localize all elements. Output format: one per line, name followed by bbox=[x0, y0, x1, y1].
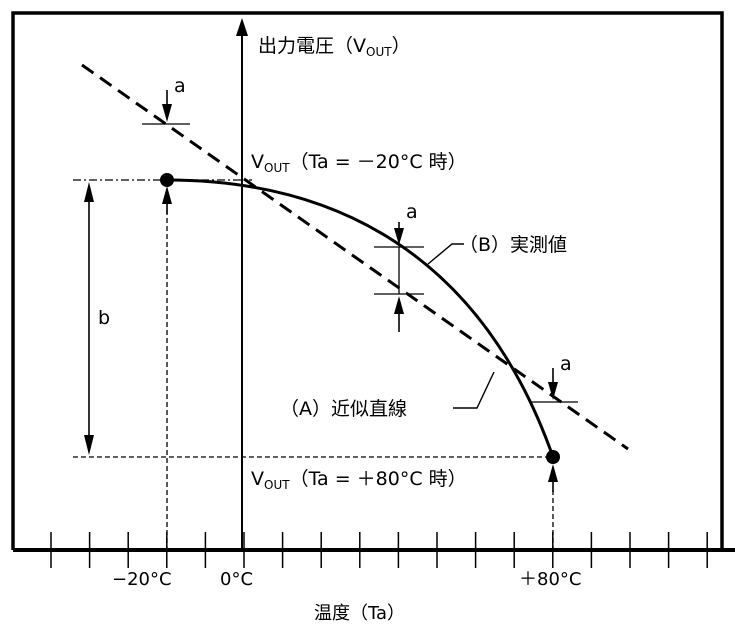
a2-label: a bbox=[406, 201, 418, 223]
vout-label-m20: VOUT（Ta = －20°C 時） bbox=[251, 151, 467, 175]
a3-arrow-bottom bbox=[548, 464, 558, 482]
measured-curve bbox=[166, 178, 555, 458]
a3-arrow-top bbox=[548, 382, 558, 400]
a1-label: a bbox=[174, 75, 186, 97]
x-tick-label-m20: −20°C bbox=[112, 569, 172, 590]
b-label: b bbox=[98, 307, 110, 329]
approx-line bbox=[81, 63, 629, 451]
y-axis-arrowhead bbox=[236, 18, 248, 36]
measured-label: （B）実測値 bbox=[459, 234, 567, 256]
measured-leader bbox=[427, 243, 464, 265]
approx-label: （A）近似直線 bbox=[280, 398, 407, 420]
y-axis-title: 出力電圧（VOUT） bbox=[258, 35, 411, 59]
x-tick-label-zero: 0°C bbox=[220, 569, 253, 590]
x-axis-title: 温度（Ta） bbox=[314, 603, 405, 624]
a1-arrow-bottom bbox=[162, 186, 172, 204]
vout-label-p80: VOUT（Ta = ＋80°C 時） bbox=[251, 468, 467, 492]
plot-frame bbox=[11, 11, 724, 550]
a2-arrow-top bbox=[394, 228, 404, 245]
data-point-m20 bbox=[160, 173, 174, 187]
a3-label: a bbox=[560, 353, 572, 375]
b-arrow-up bbox=[84, 182, 94, 202]
x-tick-label-p80: ＋80°C bbox=[519, 569, 581, 590]
b-arrow-down bbox=[84, 435, 94, 455]
a1-arrow-top bbox=[162, 104, 172, 122]
data-point-p80 bbox=[546, 450, 560, 464]
approx-leader bbox=[453, 371, 495, 409]
a2-arrow-bottom bbox=[394, 296, 404, 314]
